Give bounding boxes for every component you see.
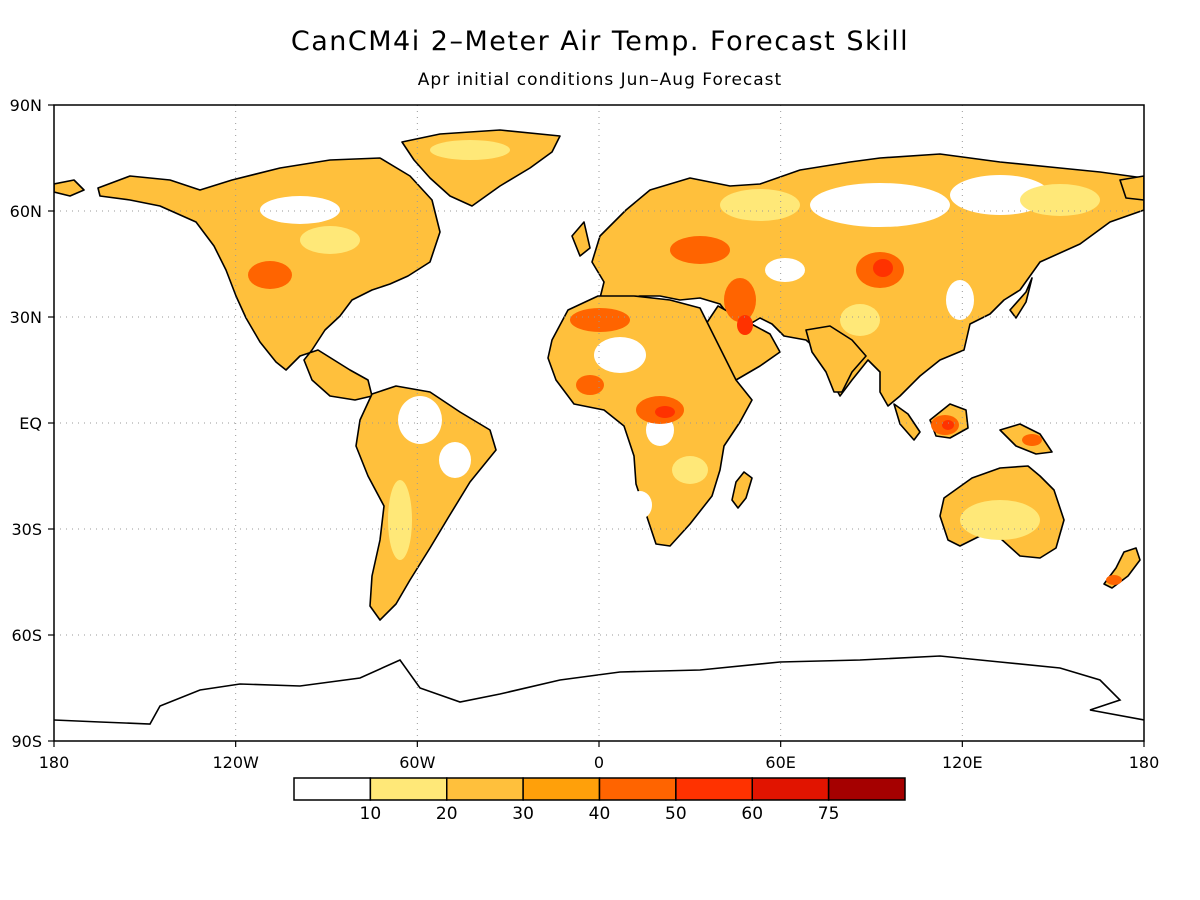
india-landmass: [805, 325, 867, 393]
lat-tick-label: EQ: [19, 414, 42, 433]
lon-tick-label: 0: [594, 753, 604, 772]
lon-tick-label: 120E: [942, 753, 983, 772]
colorbar-swatch: [446, 777, 524, 801]
sumatra-landmass: [893, 403, 921, 441]
lat-tick-label: 30N: [10, 308, 42, 327]
lon-tick-label: 60W: [399, 753, 435, 772]
colorbar-label: 40: [589, 804, 611, 824]
lon-tick-label: 180: [1129, 753, 1160, 772]
map-subtitle: Apr initial conditions Jun–Aug Forecast: [417, 70, 783, 90]
lat-axis: 90N 60N 30N EQ 30S 60S 90S: [10, 96, 54, 751]
lat-tick-label: 30S: [11, 520, 42, 539]
antarctica-coastline: [54, 655, 1144, 725]
map-title: CanCM4i 2–Meter Air Temp. Forecast Skill: [290, 26, 910, 57]
colorbar-label: 60: [741, 804, 763, 824]
madagascar-landmass: [731, 471, 753, 509]
colorbar-label: 20: [436, 804, 458, 824]
alaska-tip-landmass: [54, 179, 85, 197]
far-east-tip-landmass: [1119, 175, 1144, 201]
lat-tick-label: 60N: [10, 202, 42, 221]
colorbar-swatch: [598, 777, 677, 801]
gridlines: [54, 105, 1144, 741]
colorbar-label: 50: [665, 804, 687, 824]
uk-landmass: [571, 221, 591, 257]
land-layer: [54, 129, 1144, 725]
lon-tick-label: 60E: [765, 753, 795, 772]
lon-tick-label: 180: [39, 753, 70, 772]
colorbar-swatch: [293, 777, 372, 801]
lon-axis: 180 120W 60W 0 60E 120E 180: [39, 741, 1160, 772]
lat-tick-label: 90S: [11, 732, 42, 751]
colorbar: 10 20 30 40 50 60 75: [293, 777, 906, 824]
colorbar-swatch: [369, 777, 448, 801]
colorbar-label: 10: [360, 804, 382, 824]
lon-tick-label: 120W: [212, 753, 259, 772]
colorbar-swatch: [827, 777, 906, 801]
colorbar-label: 30: [512, 804, 534, 824]
colorbar-swatch: [751, 777, 830, 801]
lat-tick-label: 60S: [11, 626, 42, 645]
lat-tick-label: 90N: [10, 96, 42, 115]
colorbar-swatch: [522, 777, 601, 801]
colorbar-label: 75: [818, 804, 840, 824]
colorbar-swatch: [675, 777, 753, 801]
